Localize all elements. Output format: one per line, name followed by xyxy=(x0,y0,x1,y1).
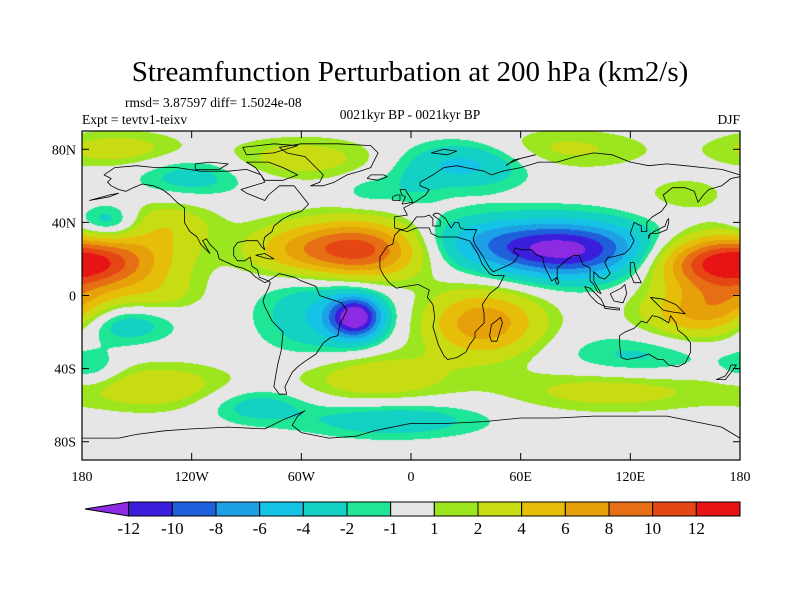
colorbar-swatch xyxy=(608,501,654,517)
coastline-japan xyxy=(648,218,670,239)
coastline-north-america xyxy=(103,165,310,284)
y-tick-label: 40N xyxy=(52,216,76,231)
x-tick-label: 120E xyxy=(616,470,646,485)
colorbar-label: -10 xyxy=(161,519,184,538)
coastline-ireland xyxy=(392,194,401,201)
stats-line: rmsd= 3.87597 diff= 1.5024e-08 xyxy=(125,95,302,110)
colorbar: -12 -10 -8 -6 -4 -2 -1 1 2 4 6 8 10 12 xyxy=(84,501,741,538)
colorbar-label: -1 xyxy=(384,519,398,538)
colorbar-label: -4 xyxy=(296,519,311,538)
coastlines xyxy=(82,143,741,439)
streamfunction-field xyxy=(82,131,740,460)
x-tick-label: 180 xyxy=(72,470,93,485)
coastline-java xyxy=(604,306,620,311)
coastline-new-guinea xyxy=(650,296,686,315)
coastline-cuba xyxy=(255,253,275,260)
colorbar-label: 10 xyxy=(644,519,661,538)
coastline-novaya-zemlya xyxy=(505,154,536,167)
colorbar-swatch xyxy=(259,501,304,517)
x-tick-label: 60E xyxy=(509,470,532,485)
coastline-ellesmere xyxy=(242,143,299,156)
y-tick-label: 80S xyxy=(54,436,76,451)
coastline-eurasia xyxy=(394,152,741,295)
x-tick-label: 60W xyxy=(288,470,316,485)
colorbar-swatch xyxy=(564,501,610,517)
colorbar-swatch xyxy=(695,501,741,517)
coastline-svalbard xyxy=(430,148,458,156)
y-tick-label: 40S xyxy=(54,363,76,378)
colorbar-swatch xyxy=(521,501,566,517)
y-tick-label: 0 xyxy=(69,290,76,305)
coastline-south-america xyxy=(262,273,348,395)
colorbar-label: 1 xyxy=(430,519,439,538)
coastline-victoria-island xyxy=(194,161,229,170)
y-tick-label: 80N xyxy=(52,143,76,158)
colorbar-label: 4 xyxy=(517,519,526,538)
y-axis: 80N 40N 0 40S 80S xyxy=(52,143,740,451)
season-label: DJF xyxy=(717,112,740,127)
coastline-antarctica xyxy=(82,410,741,439)
x-tick-label: 180 xyxy=(730,470,751,485)
colorbar-swatch xyxy=(433,501,479,517)
colorbar-swatch xyxy=(215,501,261,517)
colorbar-label: -2 xyxy=(340,519,354,538)
coastline-britain xyxy=(399,189,414,205)
coastline-madagascar xyxy=(489,316,503,342)
coastline-baffin xyxy=(246,161,299,181)
chart-title: Streamfunction Perturbation at 200 hPa (… xyxy=(132,56,689,88)
colorbar-swatch xyxy=(346,501,392,517)
x-tick-label: 0 xyxy=(408,470,415,485)
colorbar-label: 12 xyxy=(688,519,705,538)
coastline-alaska-islands xyxy=(89,192,119,201)
coastline-borneo xyxy=(609,284,628,304)
colorbar-label: -12 xyxy=(117,519,140,538)
coastline-australia xyxy=(619,315,691,368)
colorbar-label: -8 xyxy=(209,519,223,538)
colorbar-label: -6 xyxy=(253,519,267,538)
colorbar-swatch xyxy=(302,501,348,517)
coastline-philippines xyxy=(629,262,642,284)
coastline-sri-lanka xyxy=(555,276,560,285)
coastline-greenland xyxy=(278,143,379,187)
colorbar-swatch xyxy=(171,501,217,517)
colorbar-swatch xyxy=(84,501,130,517)
colorbar-label: 2 xyxy=(474,519,483,538)
coastline-iceland xyxy=(366,174,388,181)
coastline-africa xyxy=(379,227,505,360)
colorbar-swatch xyxy=(390,501,435,517)
map-plot-area: 180 120W 60W 0 60E 120E 180 80N 40N 0 40S 80S xyxy=(52,130,751,485)
x-tick-label: 120W xyxy=(175,470,210,485)
period-label: 0021kyr BP - 0021kyr BP xyxy=(340,107,481,122)
x-axis: 180 120W 60W 0 60E 120E 180 xyxy=(72,131,751,485)
colorbar-label: 6 xyxy=(561,519,570,538)
experiment-label: Expt = tevtv1-teixv xyxy=(82,112,187,127)
colorbar-swatch xyxy=(477,501,523,517)
colorbar-label: 8 xyxy=(605,519,614,538)
colorbar-swatch xyxy=(128,501,173,517)
coastline-new-zealand xyxy=(716,364,737,381)
colorbar-swatch xyxy=(652,501,697,517)
